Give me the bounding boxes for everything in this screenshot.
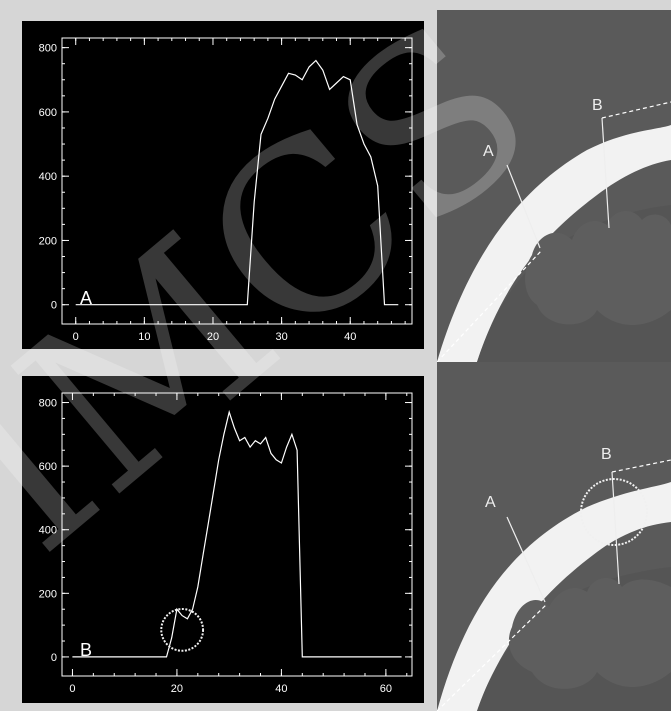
x-tick-label: 20 <box>207 331 219 343</box>
profile-series-line <box>75 59 399 306</box>
dashed-line-a-bottom <box>437 603 548 711</box>
x-tick-label: 40 <box>275 683 287 695</box>
dashed-line-b-top <box>601 101 671 119</box>
ct-image-bottom-svg: A B <box>437 362 671 711</box>
y-tick-label: 200 <box>39 235 57 247</box>
ct-image-bottom: A B <box>437 362 671 711</box>
gyri-bottom <box>508 577 671 689</box>
bone-arc-bottom <box>437 482 671 711</box>
y-tick-label: 0 <box>51 652 57 664</box>
pointer-a-bottom <box>506 516 546 603</box>
y-tick-label: 400 <box>39 525 57 537</box>
ct-image-top-svg: A B <box>437 10 671 362</box>
profile-series-line <box>72 409 402 658</box>
x-tick-label: 60 <box>380 683 392 695</box>
plot-frame <box>61 392 413 677</box>
ct-image-top: A B <box>437 10 671 362</box>
y-tick-label: 800 <box>39 398 57 410</box>
panel-label: B <box>80 640 92 660</box>
x-tick-label: 0 <box>69 683 75 695</box>
panel-label: A <box>80 288 92 308</box>
dashed-line-b-bottom <box>611 459 671 473</box>
dashed-line-a-top <box>437 249 543 362</box>
y-tick-label: 400 <box>39 171 57 183</box>
pointer-b-bottom <box>611 471 620 585</box>
x-tick-label: 0 <box>73 331 79 343</box>
profile-plot-b: 0 20 40 60 0 200 400 600 800 B <box>22 376 424 703</box>
plot-frame <box>61 37 413 325</box>
x-tick-label: 20 <box>171 683 183 695</box>
profile-plot-a: 0 10 20 30 40 0 200 400 600 800 A <box>22 21 424 349</box>
highlight-circle-image <box>580 478 648 546</box>
x-tick-label: 40 <box>344 331 356 343</box>
y-tick-label: 600 <box>39 461 57 473</box>
x-tick-label: 30 <box>275 331 287 343</box>
y-tick-label: 800 <box>39 43 57 55</box>
label-a-top: A <box>483 143 494 160</box>
y-tick-label: 0 <box>51 300 57 312</box>
x-tick-label: 10 <box>138 331 150 343</box>
gyri-top <box>525 210 671 325</box>
bone-arc-top <box>437 125 671 362</box>
label-b-bottom: B <box>601 446 612 463</box>
pointer-b-top <box>601 117 610 229</box>
pointer-a-top <box>506 164 541 249</box>
label-a-bottom: A <box>485 494 496 511</box>
y-tick-label: 600 <box>39 107 57 119</box>
label-b-top: B <box>592 97 603 114</box>
y-tick-label: 200 <box>39 588 57 600</box>
highlight-circle-plot <box>160 607 205 652</box>
